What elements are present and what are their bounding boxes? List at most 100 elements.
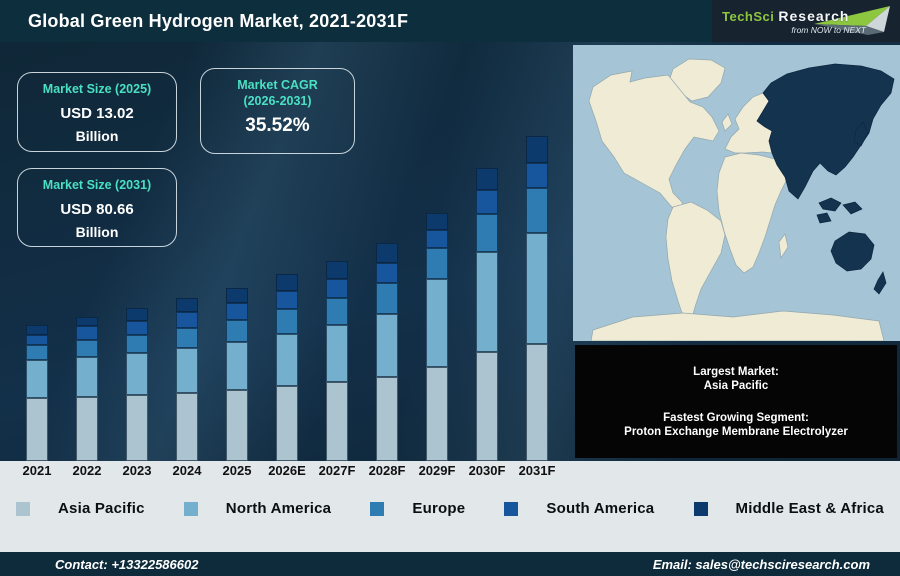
bar-2022 bbox=[76, 317, 98, 461]
island-new-zealand bbox=[873, 271, 887, 295]
bar-segment-europe bbox=[226, 320, 248, 342]
stat-heading-line1: Market CAGR bbox=[237, 78, 318, 92]
bar-segment-europe bbox=[526, 188, 548, 233]
fastest-segment-label: Fastest Growing Segment: bbox=[663, 411, 809, 424]
footer-email: Email: sales@techsciresearch.com bbox=[652, 556, 870, 572]
bar-segment-middle-east-africa bbox=[276, 274, 298, 291]
bar-segment-middle-east-africa bbox=[326, 261, 348, 279]
bars bbox=[0, 42, 573, 461]
x-axis-label-2021: 2021 bbox=[22, 463, 52, 478]
bar-2030f bbox=[476, 168, 498, 461]
bar-segment-north-america bbox=[226, 342, 248, 390]
bar-segment-europe bbox=[326, 298, 348, 325]
bar-segment-north-america bbox=[326, 325, 348, 382]
bar-segment-north-america bbox=[276, 334, 298, 386]
continent-australia bbox=[830, 231, 875, 272]
stat-value: 35.52% bbox=[245, 115, 310, 137]
footer-bar: Contact: +13322586602 Email: sales@techs… bbox=[0, 552, 900, 576]
bar-segment-south-america bbox=[76, 326, 98, 340]
bar-2031f bbox=[526, 136, 548, 461]
bar-segment-north-america bbox=[76, 357, 98, 397]
bar-segment-asia-pacific bbox=[276, 386, 298, 461]
bar-segment-europe bbox=[126, 335, 148, 353]
page-title: Global Green Hydrogen Market, 2021-2031F bbox=[28, 10, 409, 31]
bar-segment-asia-pacific bbox=[326, 382, 348, 461]
legend-label: North America bbox=[225, 500, 332, 517]
bar-2028f bbox=[376, 243, 398, 461]
stat-heading: Market CAGR (2026-2031) bbox=[201, 78, 354, 109]
x-axis-label-2028f: 2028F bbox=[368, 463, 406, 478]
continent-north-america bbox=[588, 70, 720, 216]
bar-segment-middle-east-africa bbox=[426, 213, 448, 230]
bar-segment-asia-pacific bbox=[176, 393, 198, 461]
stat-box-market-size-2031: Market Size (2031) USD 80.66 Billion bbox=[17, 168, 177, 247]
legend-item-north-america: North America bbox=[183, 500, 332, 517]
x-axis-label-2027f: 2027F bbox=[318, 463, 356, 478]
bar-segment-middle-east-africa bbox=[126, 308, 148, 321]
bar-segment-europe bbox=[276, 309, 298, 334]
bar-segment-asia-pacific bbox=[526, 344, 548, 461]
logo-tagline: from NOW to NEXT bbox=[791, 25, 866, 35]
island-madagascar bbox=[778, 233, 789, 260]
bar-segment-north-america bbox=[176, 348, 198, 393]
islands-southeast-asia-2 bbox=[842, 201, 863, 215]
largest-market-label: Largest Market: bbox=[693, 366, 779, 378]
bar-2029f bbox=[426, 213, 448, 461]
bottom-strip: 2021 2022 2023 2024 2025 2026E 2027F 2028F 2029F… bbox=[0, 461, 900, 552]
bar-segment-south-america bbox=[376, 263, 398, 283]
stat-box-market-size-2025: Market Size (2025) USD 13.02 Billion bbox=[17, 72, 177, 152]
bar-2026e bbox=[276, 274, 298, 461]
main-area: Market Size (2025) USD 13.02 Billion Mar… bbox=[0, 42, 900, 461]
x-axis-label-2030f: 2030F bbox=[468, 463, 506, 478]
logo-brand-primary: TechSci bbox=[722, 9, 775, 24]
x-axis-label-2026e: 2026E bbox=[268, 463, 306, 478]
continent-antarctica bbox=[590, 310, 885, 341]
world-map-panel bbox=[573, 45, 900, 341]
stat-heading: Market Size (2025) bbox=[42, 82, 152, 96]
bar-segment-middle-east-africa bbox=[26, 325, 48, 335]
legend-swatch-icon bbox=[183, 501, 198, 516]
x-axis-label-2029f: 2029F bbox=[418, 463, 456, 478]
bar-segment-middle-east-africa bbox=[476, 168, 498, 190]
legend-item-asia-pacific: Asia Pacific bbox=[16, 500, 145, 517]
bar-segment-middle-east-africa bbox=[526, 136, 548, 163]
stat-value: USD 80.66 bbox=[60, 200, 134, 218]
brand-logo: TechSci Research from NOW to NEXT bbox=[712, 0, 900, 45]
legend-item-europe: Europe bbox=[370, 500, 465, 517]
region-asia bbox=[756, 63, 895, 200]
bar-2027f bbox=[326, 261, 348, 461]
islands-southeast-asia bbox=[818, 197, 842, 212]
bar-segment-asia-pacific bbox=[476, 352, 498, 461]
bar-segment-south-america bbox=[526, 163, 548, 188]
bar-2021 bbox=[26, 325, 48, 461]
legend-swatch-icon bbox=[504, 501, 519, 516]
x-axis-label-2022: 2022 bbox=[72, 463, 102, 478]
bar-segment-europe bbox=[426, 248, 448, 279]
legend-label: South America bbox=[546, 500, 655, 517]
bar-segment-asia-pacific bbox=[226, 390, 248, 461]
legend-label: Middle East & Africa bbox=[735, 500, 884, 517]
logo-arrow-icon bbox=[814, 6, 890, 35]
bar-2024 bbox=[176, 298, 198, 461]
legend-item-middle-east-africa: Middle East & Africa bbox=[693, 500, 884, 517]
bar-segment-europe bbox=[76, 340, 98, 357]
legend-swatch-icon bbox=[16, 501, 30, 516]
bar-segment-asia-pacific bbox=[126, 395, 148, 461]
bar-segment-south-america bbox=[226, 303, 248, 320]
bar-segment-asia-pacific bbox=[76, 397, 98, 461]
bar-segment-middle-east-africa bbox=[226, 288, 248, 303]
bar-segment-south-america bbox=[426, 230, 448, 248]
bar-segment-asia-pacific bbox=[426, 367, 448, 461]
chart-legend: Asia Pacific North America Europe South Ame… bbox=[0, 500, 900, 517]
bar-segment-asia-pacific bbox=[376, 377, 398, 461]
bar-segment-south-america bbox=[276, 291, 298, 309]
logo-brand-secondary: Research bbox=[778, 8, 850, 24]
fastest-growing-segment: Fastest Growing Segment: Proton Exchange… bbox=[575, 411, 897, 440]
bar-segment-europe bbox=[176, 328, 198, 348]
legend-label: Europe bbox=[412, 500, 466, 517]
bar-segment-europe bbox=[376, 283, 398, 314]
bar-segment-south-america bbox=[26, 335, 48, 345]
bar-segment-europe bbox=[26, 345, 48, 360]
stat-value: USD 13.02 bbox=[60, 104, 134, 122]
